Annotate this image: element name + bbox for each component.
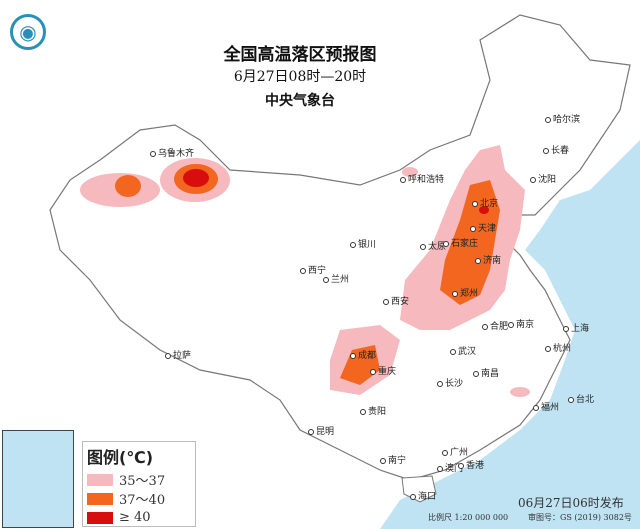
city-label: 西宁 bbox=[300, 263, 326, 276]
city-label: 郑州 bbox=[452, 286, 478, 299]
map-time-range: 6月27日08时—20时 bbox=[233, 69, 367, 85]
map-issuer: 中央气象台 bbox=[265, 93, 335, 109]
city-label: 海口 bbox=[410, 489, 436, 502]
city-label: 济南 bbox=[475, 253, 501, 266]
city-label: 广州 bbox=[442, 445, 468, 458]
city-label: 太原 bbox=[420, 239, 446, 252]
legend-label: ≥ 40 bbox=[119, 510, 151, 525]
china-outline bbox=[49, 14, 631, 481]
city-label: 银川 bbox=[350, 237, 376, 250]
map-approval-number: 审图号：GS (2019) 3082号 bbox=[528, 513, 632, 522]
city-label: 呼和浩特 bbox=[400, 172, 444, 185]
legend: 图例(℃) 35～37 37～40 ≥ 40 bbox=[82, 441, 196, 527]
map-title: 全国高温落区预报图 bbox=[223, 45, 377, 65]
city-label: 长沙 bbox=[437, 376, 463, 389]
city-label: 昆明 bbox=[308, 424, 334, 437]
south-china-sea-inset bbox=[2, 430, 74, 528]
city-label: 合肥 bbox=[482, 319, 508, 332]
city-label: 重庆 bbox=[370, 364, 396, 377]
city-label: 杭州 bbox=[545, 341, 571, 354]
city-label: 哈尔滨 bbox=[545, 112, 580, 125]
legend-label: 37～40 bbox=[119, 493, 166, 508]
cma-logo: ◉ bbox=[10, 14, 46, 50]
city-label: 香港 bbox=[458, 458, 484, 471]
city-label: 上海 bbox=[563, 321, 589, 334]
scale: 比例尺 1:20 000 000 bbox=[428, 513, 509, 522]
sea bbox=[380, 140, 640, 529]
city-label: 武汉 bbox=[450, 344, 476, 357]
city-label: 北京 bbox=[472, 196, 498, 209]
legend-item: 37～40 bbox=[83, 489, 195, 508]
city-label: 拉萨 bbox=[165, 348, 191, 361]
legend-item: ≥ 40 bbox=[83, 508, 195, 527]
city-label: 南宁 bbox=[380, 453, 406, 466]
city-label: 南京 bbox=[508, 317, 534, 330]
issue-time: 06月27日06时发布 bbox=[518, 496, 624, 510]
legend-label: 35～37 bbox=[119, 474, 166, 489]
city-label: 沈阳 bbox=[530, 172, 556, 185]
legend-title: 图例(℃) bbox=[87, 448, 154, 467]
city-label: 乌鲁木齐 bbox=[150, 146, 194, 159]
city-label: 福州 bbox=[533, 400, 559, 413]
city-label: 贵阳 bbox=[360, 404, 386, 417]
city-label: 石家庄 bbox=[443, 236, 478, 249]
city-label: 西安 bbox=[383, 294, 409, 307]
city-label: 天津 bbox=[470, 221, 496, 234]
city-label: 兰州 bbox=[323, 272, 349, 285]
city-label: 南昌 bbox=[473, 366, 499, 379]
city-label: 澳门 bbox=[437, 461, 463, 474]
city-label: 成都 bbox=[350, 348, 376, 361]
legend-item: 35～37 bbox=[83, 470, 195, 489]
city-label: 台北 bbox=[568, 392, 594, 405]
city-label: 长春 bbox=[543, 143, 569, 156]
